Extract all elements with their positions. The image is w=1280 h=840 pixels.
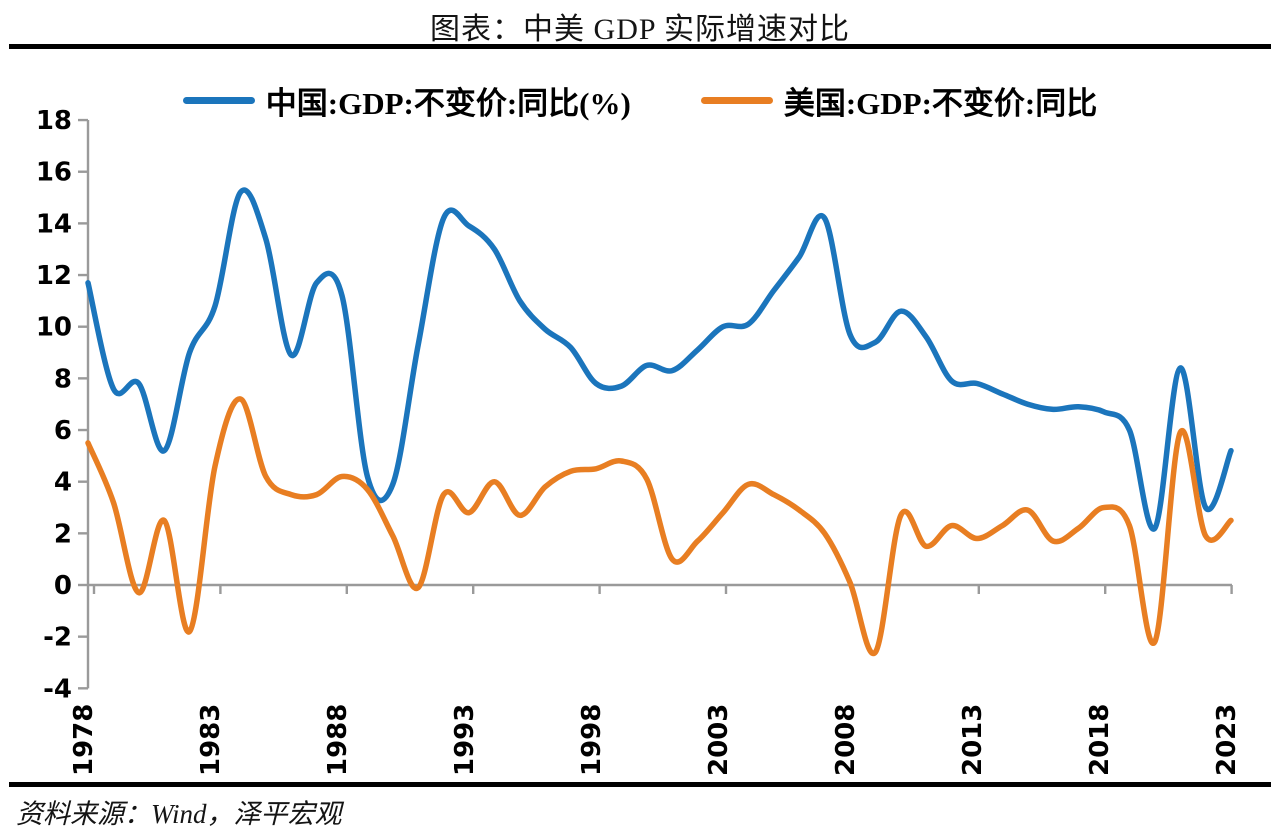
x-tick-label: 1983 [196,704,226,776]
china-series-swatch [182,97,255,104]
y-tick-label: 0 [54,571,72,601]
y-tick-label: 8 [54,364,72,394]
x-tick-label: 1978 [69,704,99,776]
series-line-us [85,396,1234,657]
y-tick-label: 12 [36,261,72,291]
x-tick-label: 2018 [1085,704,1115,776]
y-tick-label: -4 [43,674,72,704]
chart-title: 图表：中美 GDP 实际增速对比 [430,13,850,46]
y-tick-label: 16 [36,158,72,188]
x-tick-label: 1988 [323,704,353,776]
y-tick-label: 4 [54,468,72,498]
axes [78,118,1233,690]
y-tick-label: 2 [54,519,72,549]
legend: 中国:GDP:不变价:同比(%) 美国:GDP:不变价:同比 [0,78,1280,123]
y-tick-label: 10 [36,313,72,343]
bottom-divider [9,782,1271,787]
x-tick-label: 2003 [704,704,734,776]
x-tick-label: 2008 [831,704,861,776]
legend-label-china: 中国:GDP:不变价:同比(%) [265,86,631,121]
y-tick-label: 6 [54,416,72,446]
y-tick-label: -2 [43,623,72,653]
series-line-china [85,187,1234,532]
legend-label-us: 美国:GDP:不变价:同比 [783,86,1098,121]
source-note: 资料来源：Wind，泽平宏观 [16,799,342,829]
x-tick-label: 1998 [577,704,607,776]
x-tick-label: 2023 [1212,704,1242,776]
y-tick-label: 18 [36,106,72,136]
legend-item-us: 美国:GDP:不变价:同比 [700,78,1098,123]
top-divider [9,44,1271,49]
us-series-swatch [700,97,773,104]
legend-item-china: 中国:GDP:不变价:同比(%) [182,78,631,123]
y-tick-label: 14 [36,209,72,239]
x-tick-label: 1993 [450,704,480,776]
x-tick-label: 2013 [958,704,988,776]
